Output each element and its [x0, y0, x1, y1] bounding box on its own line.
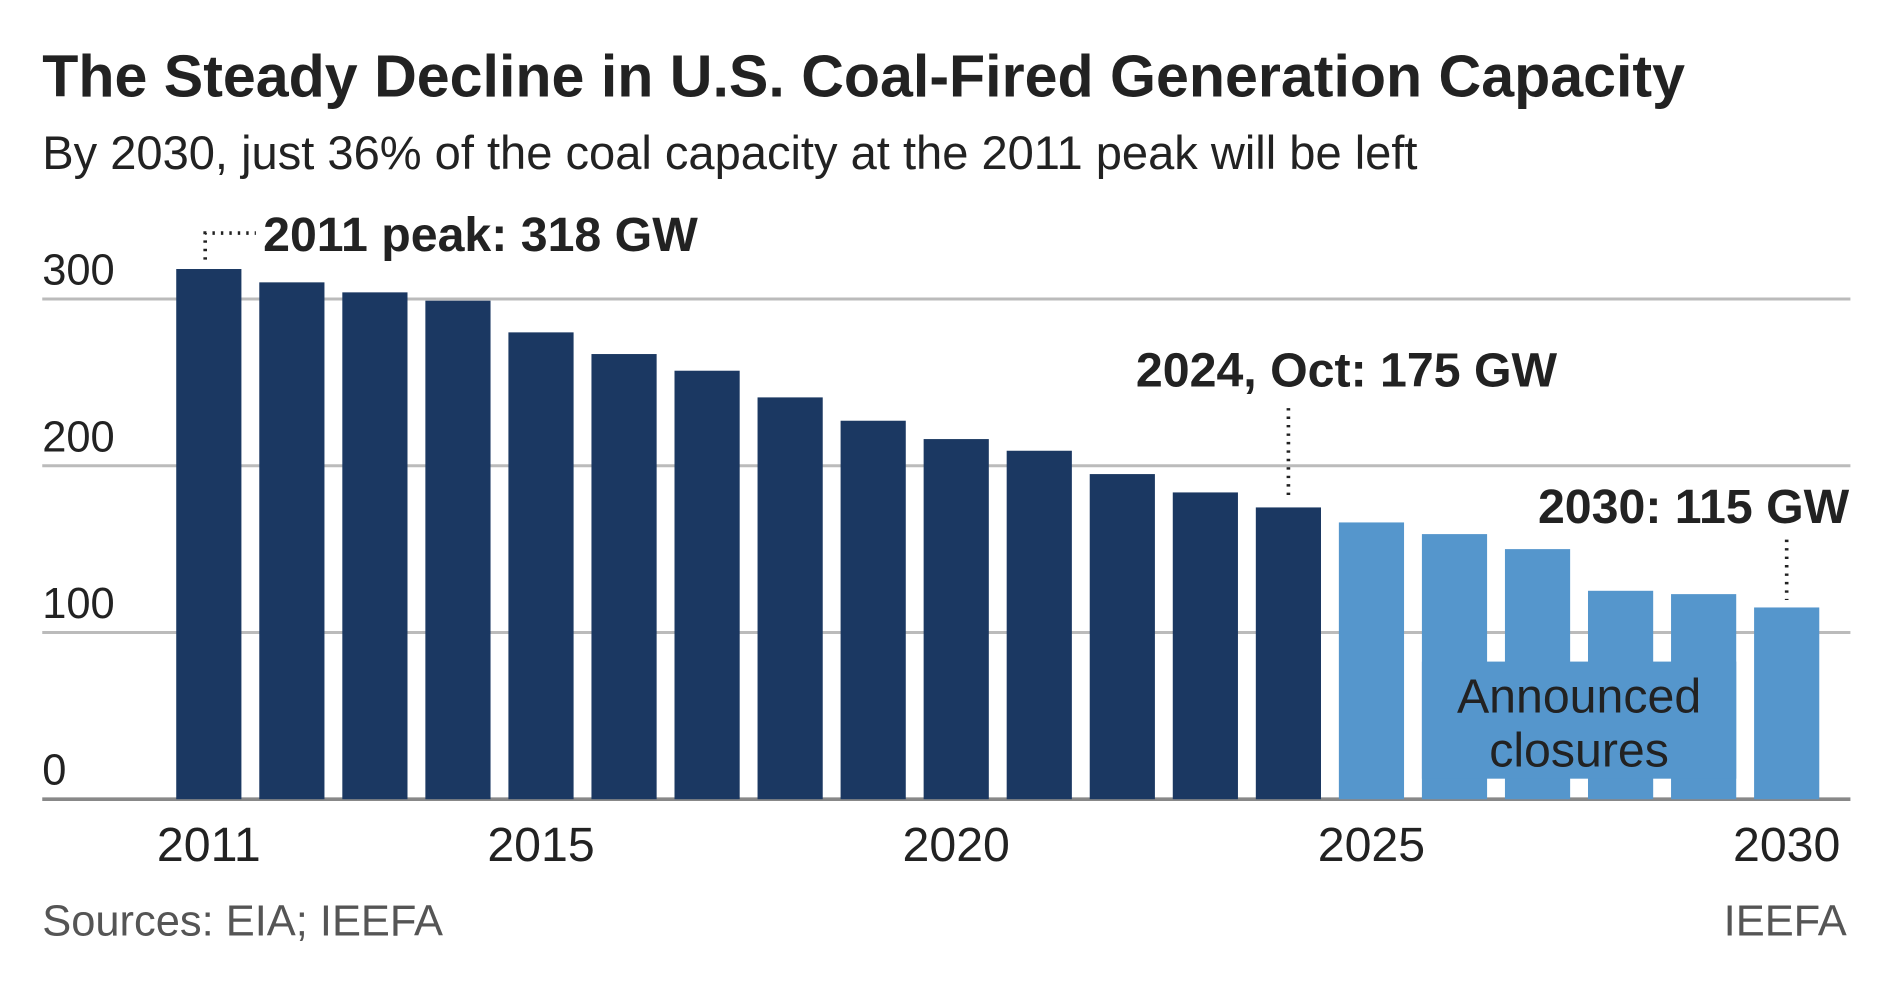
bar — [591, 354, 657, 800]
credit: IEEFA — [1724, 898, 1847, 946]
x-tick-label: 2030 — [1733, 818, 1840, 872]
y-tick-label: 0 — [42, 747, 66, 795]
bar — [757, 397, 823, 800]
chart-subtitle: By 2030, just 36% of the coal capacity a… — [42, 126, 1417, 179]
y-tick-label: 200 — [42, 413, 114, 461]
closures-box — [1421, 661, 1737, 779]
x-tick-label: 2020 — [903, 818, 1010, 872]
annotation: 2030: 115 GW — [1538, 480, 1850, 534]
closures-label: closures — [1489, 724, 1669, 778]
bar — [1089, 474, 1155, 800]
y-tick-label: 300 — [42, 247, 114, 295]
annotation: 2011 peak: 318 GW — [263, 208, 698, 262]
y-tick-label: 100 — [42, 580, 114, 628]
bar — [342, 292, 408, 800]
bar — [1172, 492, 1238, 800]
leader — [203, 231, 256, 260]
bar — [1338, 522, 1405, 800]
bar — [259, 282, 325, 800]
bar — [508, 332, 574, 800]
bar — [1006, 450, 1072, 800]
source: Sources: EIA; IEEFA — [42, 898, 443, 946]
bar — [176, 269, 242, 800]
closures-label: Announced — [1457, 669, 1701, 723]
x-tick-label: 2025 — [1318, 818, 1425, 872]
bar — [840, 420, 906, 800]
annotation: 2024, Oct: 175 GW — [1136, 343, 1558, 397]
bar — [923, 439, 989, 800]
bar — [425, 300, 491, 800]
bar — [1754, 607, 1820, 800]
x-tick-label: 2015 — [487, 818, 594, 872]
chart-title: The Steady Decline in U.S. Coal-Fired Ge… — [42, 43, 1685, 110]
bar — [674, 370, 740, 800]
bar — [1255, 507, 1321, 800]
x-tick-label: 2011 — [157, 818, 261, 872]
